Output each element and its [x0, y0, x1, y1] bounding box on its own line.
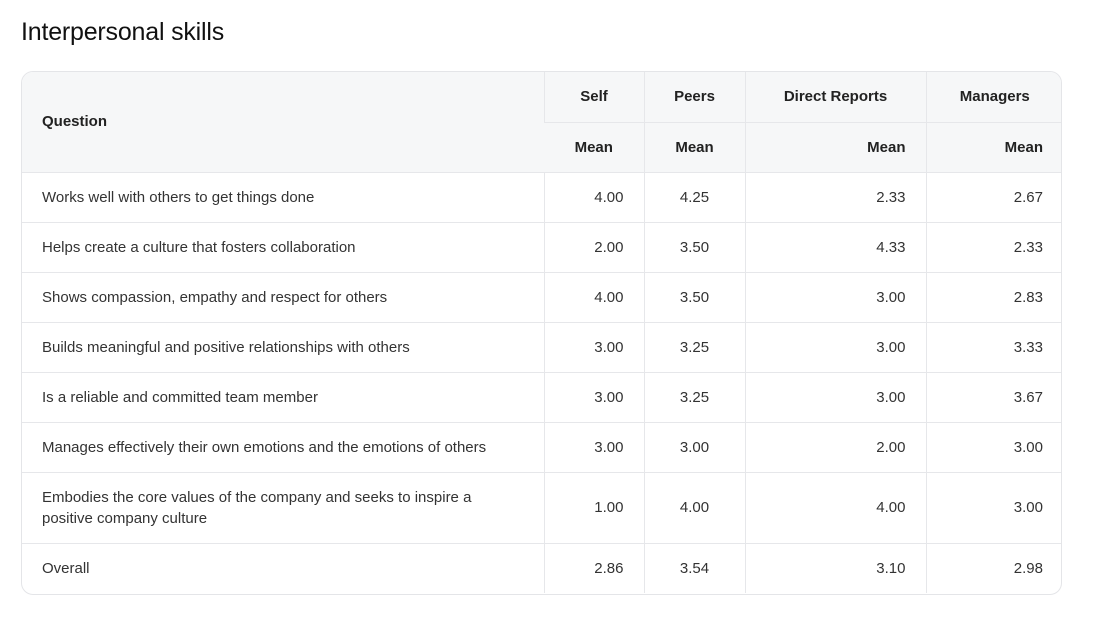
question-cell: Works well with others to get things don… — [22, 172, 544, 223]
question-cell: Manages effectively their own emotions a… — [22, 422, 544, 473]
table-row: Manages effectively their own emotions a… — [22, 422, 1061, 473]
direct-reports-mean-cell: 4.33 — [744, 222, 926, 273]
managers-mean-cell: 2.83 — [925, 272, 1061, 323]
managers-mean-cell: 3.67 — [925, 372, 1061, 423]
managers-mean-cell: 2.33 — [925, 222, 1061, 273]
peers-mean-cell: 3.25 — [643, 372, 745, 423]
self-mean-cell: 4.00 — [543, 172, 644, 223]
direct-reports-mean-cell: 4.00 — [744, 472, 926, 544]
peers-mean-cell: 4.25 — [643, 172, 745, 223]
direct-reports-mean-cell: 2.00 — [744, 422, 926, 473]
question-cell: Helps create a culture that fosters coll… — [22, 222, 544, 273]
question-cell: Shows compassion, empathy and respect fo… — [22, 272, 544, 323]
table-row: Works well with others to get things don… — [22, 172, 1061, 223]
direct-reports-mean-cell: 3.10 — [744, 543, 926, 593]
column-header-managers-mean: Mean — [925, 122, 1061, 173]
peers-mean-cell: 3.54 — [643, 543, 745, 593]
column-header-peers-mean: Mean — [643, 122, 745, 173]
column-group-direct-reports: Direct Reports — [744, 72, 926, 123]
direct-reports-mean-cell: 2.33 — [744, 172, 926, 223]
self-mean-cell: 2.86 — [543, 543, 644, 593]
self-mean-cell: 3.00 — [543, 372, 644, 423]
peers-mean-cell: 3.25 — [643, 322, 745, 373]
direct-reports-mean-cell: 3.00 — [744, 272, 926, 323]
direct-reports-mean-cell: 3.00 — [744, 322, 926, 373]
peers-mean-cell: 3.50 — [643, 222, 745, 273]
table-header: Question Self Peers Direct Reports Manag… — [22, 72, 1061, 173]
table-row: Helps create a culture that fosters coll… — [22, 222, 1061, 273]
column-header-question: Question — [22, 72, 544, 173]
peers-mean-cell: 4.00 — [643, 472, 745, 544]
self-mean-cell: 4.00 — [543, 272, 644, 323]
column-group-managers: Managers — [925, 72, 1061, 123]
column-group-self: Self — [543, 72, 644, 123]
results-table-card: Question Self Peers Direct Reports Manag… — [21, 71, 1062, 595]
managers-mean-cell: 2.67 — [925, 172, 1061, 223]
direct-reports-mean-cell: 3.00 — [744, 372, 926, 423]
peers-mean-cell: 3.00 — [643, 422, 745, 473]
column-header-self-mean: Mean — [544, 122, 644, 173]
table-body: Works well with others to get things don… — [22, 172, 1061, 593]
managers-mean-cell: 2.98 — [925, 543, 1061, 593]
self-mean-cell: 3.00 — [543, 322, 644, 373]
managers-mean-cell: 3.33 — [925, 322, 1061, 373]
question-cell: Overall — [42, 559, 90, 577]
question-cell: Builds meaningful and positive relations… — [22, 322, 544, 373]
self-mean-cell: 1.00 — [543, 472, 644, 544]
peers-mean-cell: 3.50 — [643, 272, 745, 323]
table-row: Is a reliable and committed team member … — [22, 372, 1061, 423]
self-mean-cell: 3.00 — [543, 422, 644, 473]
table-row: Shows compassion, empathy and respect fo… — [22, 272, 1061, 323]
table-row-overall: Overall 2.86 3.54 3.10 2.98 — [22, 543, 1061, 593]
section-title: Interpersonal skills — [21, 18, 225, 46]
column-header-direct-reports-mean: Mean — [744, 122, 926, 173]
results-table: Question Self Peers Direct Reports Manag… — [22, 72, 1061, 593]
table-row: Embodies the core values of the company … — [22, 472, 1061, 544]
question-cell: Embodies the core values of the company … — [22, 472, 544, 544]
question-cell: Is a reliable and committed team member — [22, 372, 544, 423]
self-mean-cell: 2.00 — [543, 222, 644, 273]
table-row: Builds meaningful and positive relations… — [22, 322, 1061, 373]
managers-mean-cell: 3.00 — [925, 422, 1061, 473]
managers-mean-cell: 3.00 — [925, 472, 1061, 544]
column-group-peers: Peers — [643, 72, 745, 123]
